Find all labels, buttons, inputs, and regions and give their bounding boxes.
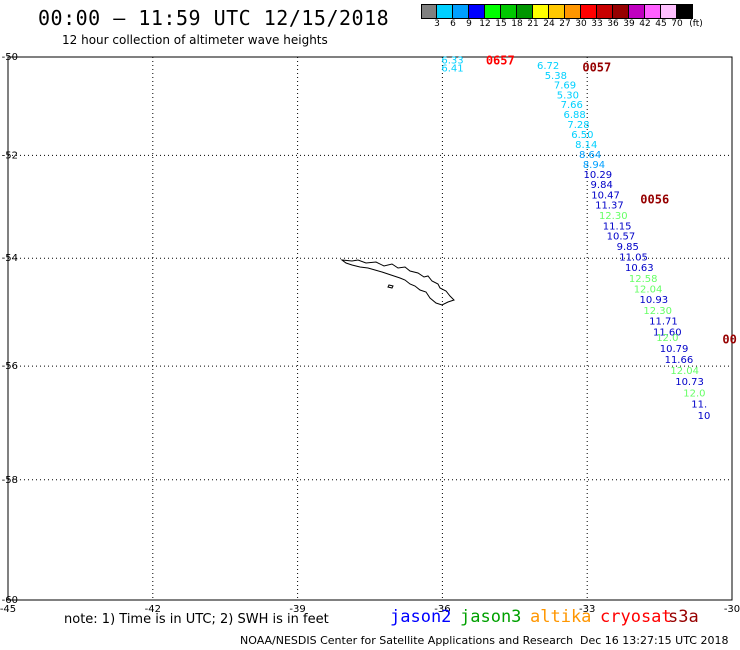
wave-height-value: 9.85 bbox=[617, 242, 639, 253]
wave-height-value: 12.0 bbox=[683, 388, 705, 399]
lat-tick-label: -56 bbox=[2, 361, 18, 372]
map-frame bbox=[8, 57, 732, 600]
pass-time-label: 0057 bbox=[582, 61, 611, 75]
wave-height-value: 12.04 bbox=[670, 366, 699, 377]
lat-tick-label: -58 bbox=[2, 475, 18, 486]
wave-height-value: 12.58 bbox=[629, 274, 658, 285]
wave-height-value: 12.04 bbox=[634, 284, 663, 295]
map-grid: -45 -42 -39 -36 -33 -30 -50 -52 -54 -56 -58 -60 bbox=[0, 52, 740, 615]
lat-tick-label: -60 bbox=[2, 595, 18, 606]
satellite-legend-jason3: jason3 bbox=[460, 607, 521, 627]
wave-height-value: 6.41 bbox=[441, 64, 463, 75]
wave-height-value: 11. bbox=[691, 400, 707, 411]
wave-height-value: 12.30 bbox=[599, 211, 628, 222]
south-georgia-coastline bbox=[342, 260, 454, 305]
wave-height-value: 12.30 bbox=[643, 306, 672, 317]
wave-height-value: 12.0 bbox=[656, 333, 678, 344]
satellite-legend-s3a: s3a bbox=[668, 607, 699, 627]
wave-height-value: 10.57 bbox=[607, 232, 636, 243]
wave-height-value: 10.73 bbox=[675, 377, 704, 388]
wave-height-tracks: 6.336.41 6.725.387.695.307.666.887.286.50… bbox=[441, 55, 710, 421]
footnote: note: 1) Time is in UTC; 2) SWH is in fe… bbox=[64, 612, 329, 627]
lat-tick-label: -54 bbox=[2, 253, 18, 264]
satellite-legend-jason2: jason2 bbox=[390, 607, 451, 627]
wave-height-value: 11.71 bbox=[649, 317, 678, 328]
satellite-legend-altika: altika bbox=[530, 607, 591, 627]
wave-height-value: 10 bbox=[698, 411, 711, 422]
satellite-legend-cryosat: cryosat bbox=[600, 607, 672, 627]
wave-height-value: 10.63 bbox=[625, 263, 654, 274]
pass-time-label: 00 bbox=[722, 333, 736, 347]
altimeter-map: -45 -42 -39 -36 -33 -30-50-52-54-56-58-60 6.3… bbox=[0, 0, 740, 650]
wave-height-value: 10.93 bbox=[639, 295, 668, 306]
wave-height-value: 10.79 bbox=[660, 344, 689, 355]
pass-time-label: 0657 bbox=[486, 53, 515, 67]
generated-timestamp: Dec 16 13:27:15 UTC 2018 bbox=[580, 634, 728, 647]
wave-height-value: 11.15 bbox=[603, 221, 632, 232]
wave-height-value: 11.05 bbox=[619, 253, 648, 264]
wave-height-value: 11.66 bbox=[665, 355, 694, 366]
lon-tick-label: -30 bbox=[724, 604, 740, 615]
pass-time-label: 0056 bbox=[640, 192, 669, 206]
lat-tick-label: -52 bbox=[2, 150, 18, 161]
credit-line: NOAA/NESDIS Center for Satellite Applica… bbox=[240, 634, 573, 647]
lat-tick-label: -50 bbox=[2, 52, 18, 63]
